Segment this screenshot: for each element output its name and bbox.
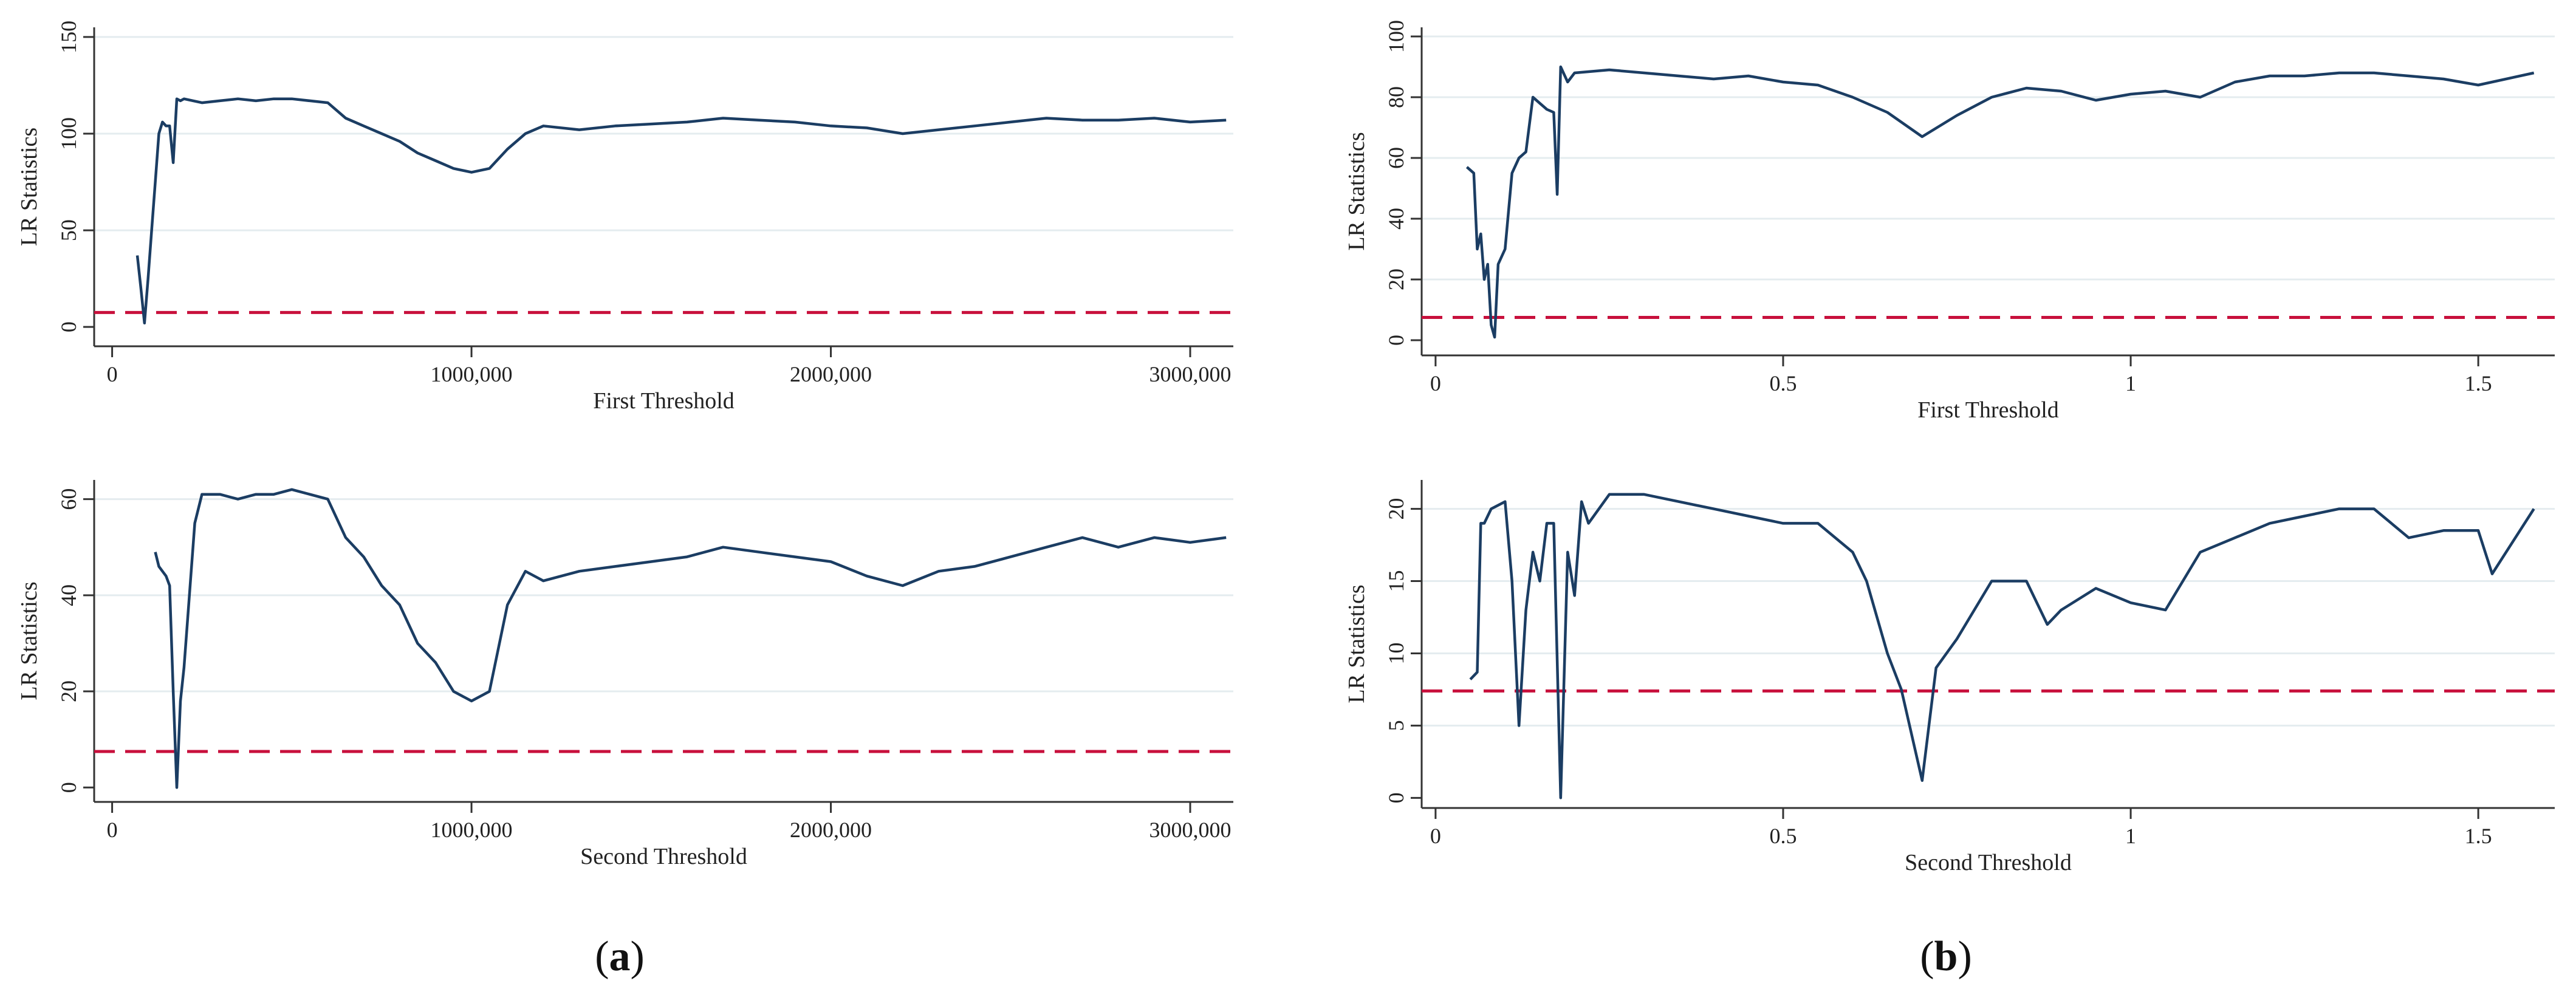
panel-label-a-open: ( <box>595 933 609 980</box>
x-axis-title: First Threshold <box>593 388 735 414</box>
x-tick-label: 0.5 <box>1769 371 1797 395</box>
y-tick-label: 0 <box>57 782 81 793</box>
y-tick-label: 20 <box>57 680 81 702</box>
x-axis-title: First Threshold <box>1917 397 2059 423</box>
x-tick-label: 0 <box>107 818 118 842</box>
chart-a-top: 0 50 100 150 0 1000,000 2000,000 3000,000 First … <box>16 21 1233 414</box>
y-tick-label: 80 <box>1384 86 1408 108</box>
series-line-lr <box>1465 65 2535 339</box>
panel-label-b: (b) <box>1885 933 2007 981</box>
y-tick-label: 20 <box>1384 269 1408 290</box>
chart-b-bottom: 0 5 10 15 20 0 0.5 1 1.5 Second Threshold LR Stati… <box>1344 480 2555 875</box>
y-tick-label: 150 <box>57 21 81 53</box>
x-tick-label: 1.5 <box>2465 824 2492 848</box>
x-tick-label: 0 <box>1430 824 1441 848</box>
panel-label-b-close: ) <box>1958 933 1972 980</box>
y-axis-title: LR Statistics <box>16 581 42 700</box>
y-tick-label: 50 <box>57 219 81 241</box>
chart-b-top: 0 20 40 60 80 100 0 0.5 1 1.5 First Threshold LR St… <box>1344 20 2555 423</box>
y-tick-label: 10 <box>1384 642 1408 664</box>
x-tick-label: 1.5 <box>2465 371 2492 395</box>
y-axis-title: LR Statistics <box>1344 584 1369 703</box>
y-tick-label: 60 <box>1384 147 1408 169</box>
series-line-lr <box>154 488 1227 789</box>
y-tick-label: 100 <box>1384 20 1408 53</box>
x-axis-title: Second Threshold <box>1905 850 2072 875</box>
x-tick-label: 1000,000 <box>431 818 513 842</box>
y-tick-label: 100 <box>57 117 81 150</box>
chart-a-bottom: 0 20 40 60 0 1000,000 2000,000 3000,000 Second T… <box>16 480 1233 869</box>
panel-label-a-letter: a <box>609 933 631 980</box>
y-tick-label: 0 <box>57 321 81 332</box>
y-tick-label: 60 <box>57 488 81 510</box>
panel-label-a-close: ) <box>630 933 645 980</box>
panel-label-b-letter: b <box>1934 933 1958 980</box>
y-tick-label: 5 <box>1384 720 1408 731</box>
y-tick-label: 0 <box>1384 792 1408 803</box>
x-tick-label: 1 <box>2125 824 2136 848</box>
series-line-lr <box>135 97 1227 325</box>
y-tick-label: 20 <box>1384 498 1408 520</box>
x-tick-label: 3000,000 <box>1149 362 1231 386</box>
x-axis-title: Second Threshold <box>580 844 747 869</box>
panel-label-a: (a) <box>559 933 680 981</box>
x-tick-label: 2000,000 <box>790 362 872 386</box>
x-tick-label: 1 <box>2125 371 2136 395</box>
y-axis-title: LR Statistics <box>16 128 42 246</box>
y-tick-label: 40 <box>1384 208 1408 230</box>
y-axis-title: LR Statistics <box>1344 132 1369 250</box>
x-tick-label: 1000,000 <box>431 362 513 386</box>
y-tick-label: 40 <box>57 584 81 606</box>
y-tick-label: 0 <box>1384 335 1408 346</box>
x-tick-label: 0 <box>107 362 118 386</box>
x-tick-label: 0 <box>1430 371 1441 395</box>
panel-label-b-open: ( <box>1920 933 1934 980</box>
x-tick-label: 3000,000 <box>1149 818 1231 842</box>
series-line-lr <box>1469 493 2535 799</box>
y-tick-label: 15 <box>1384 570 1408 592</box>
x-tick-label: 0.5 <box>1769 824 1797 848</box>
x-tick-label: 2000,000 <box>790 818 872 842</box>
